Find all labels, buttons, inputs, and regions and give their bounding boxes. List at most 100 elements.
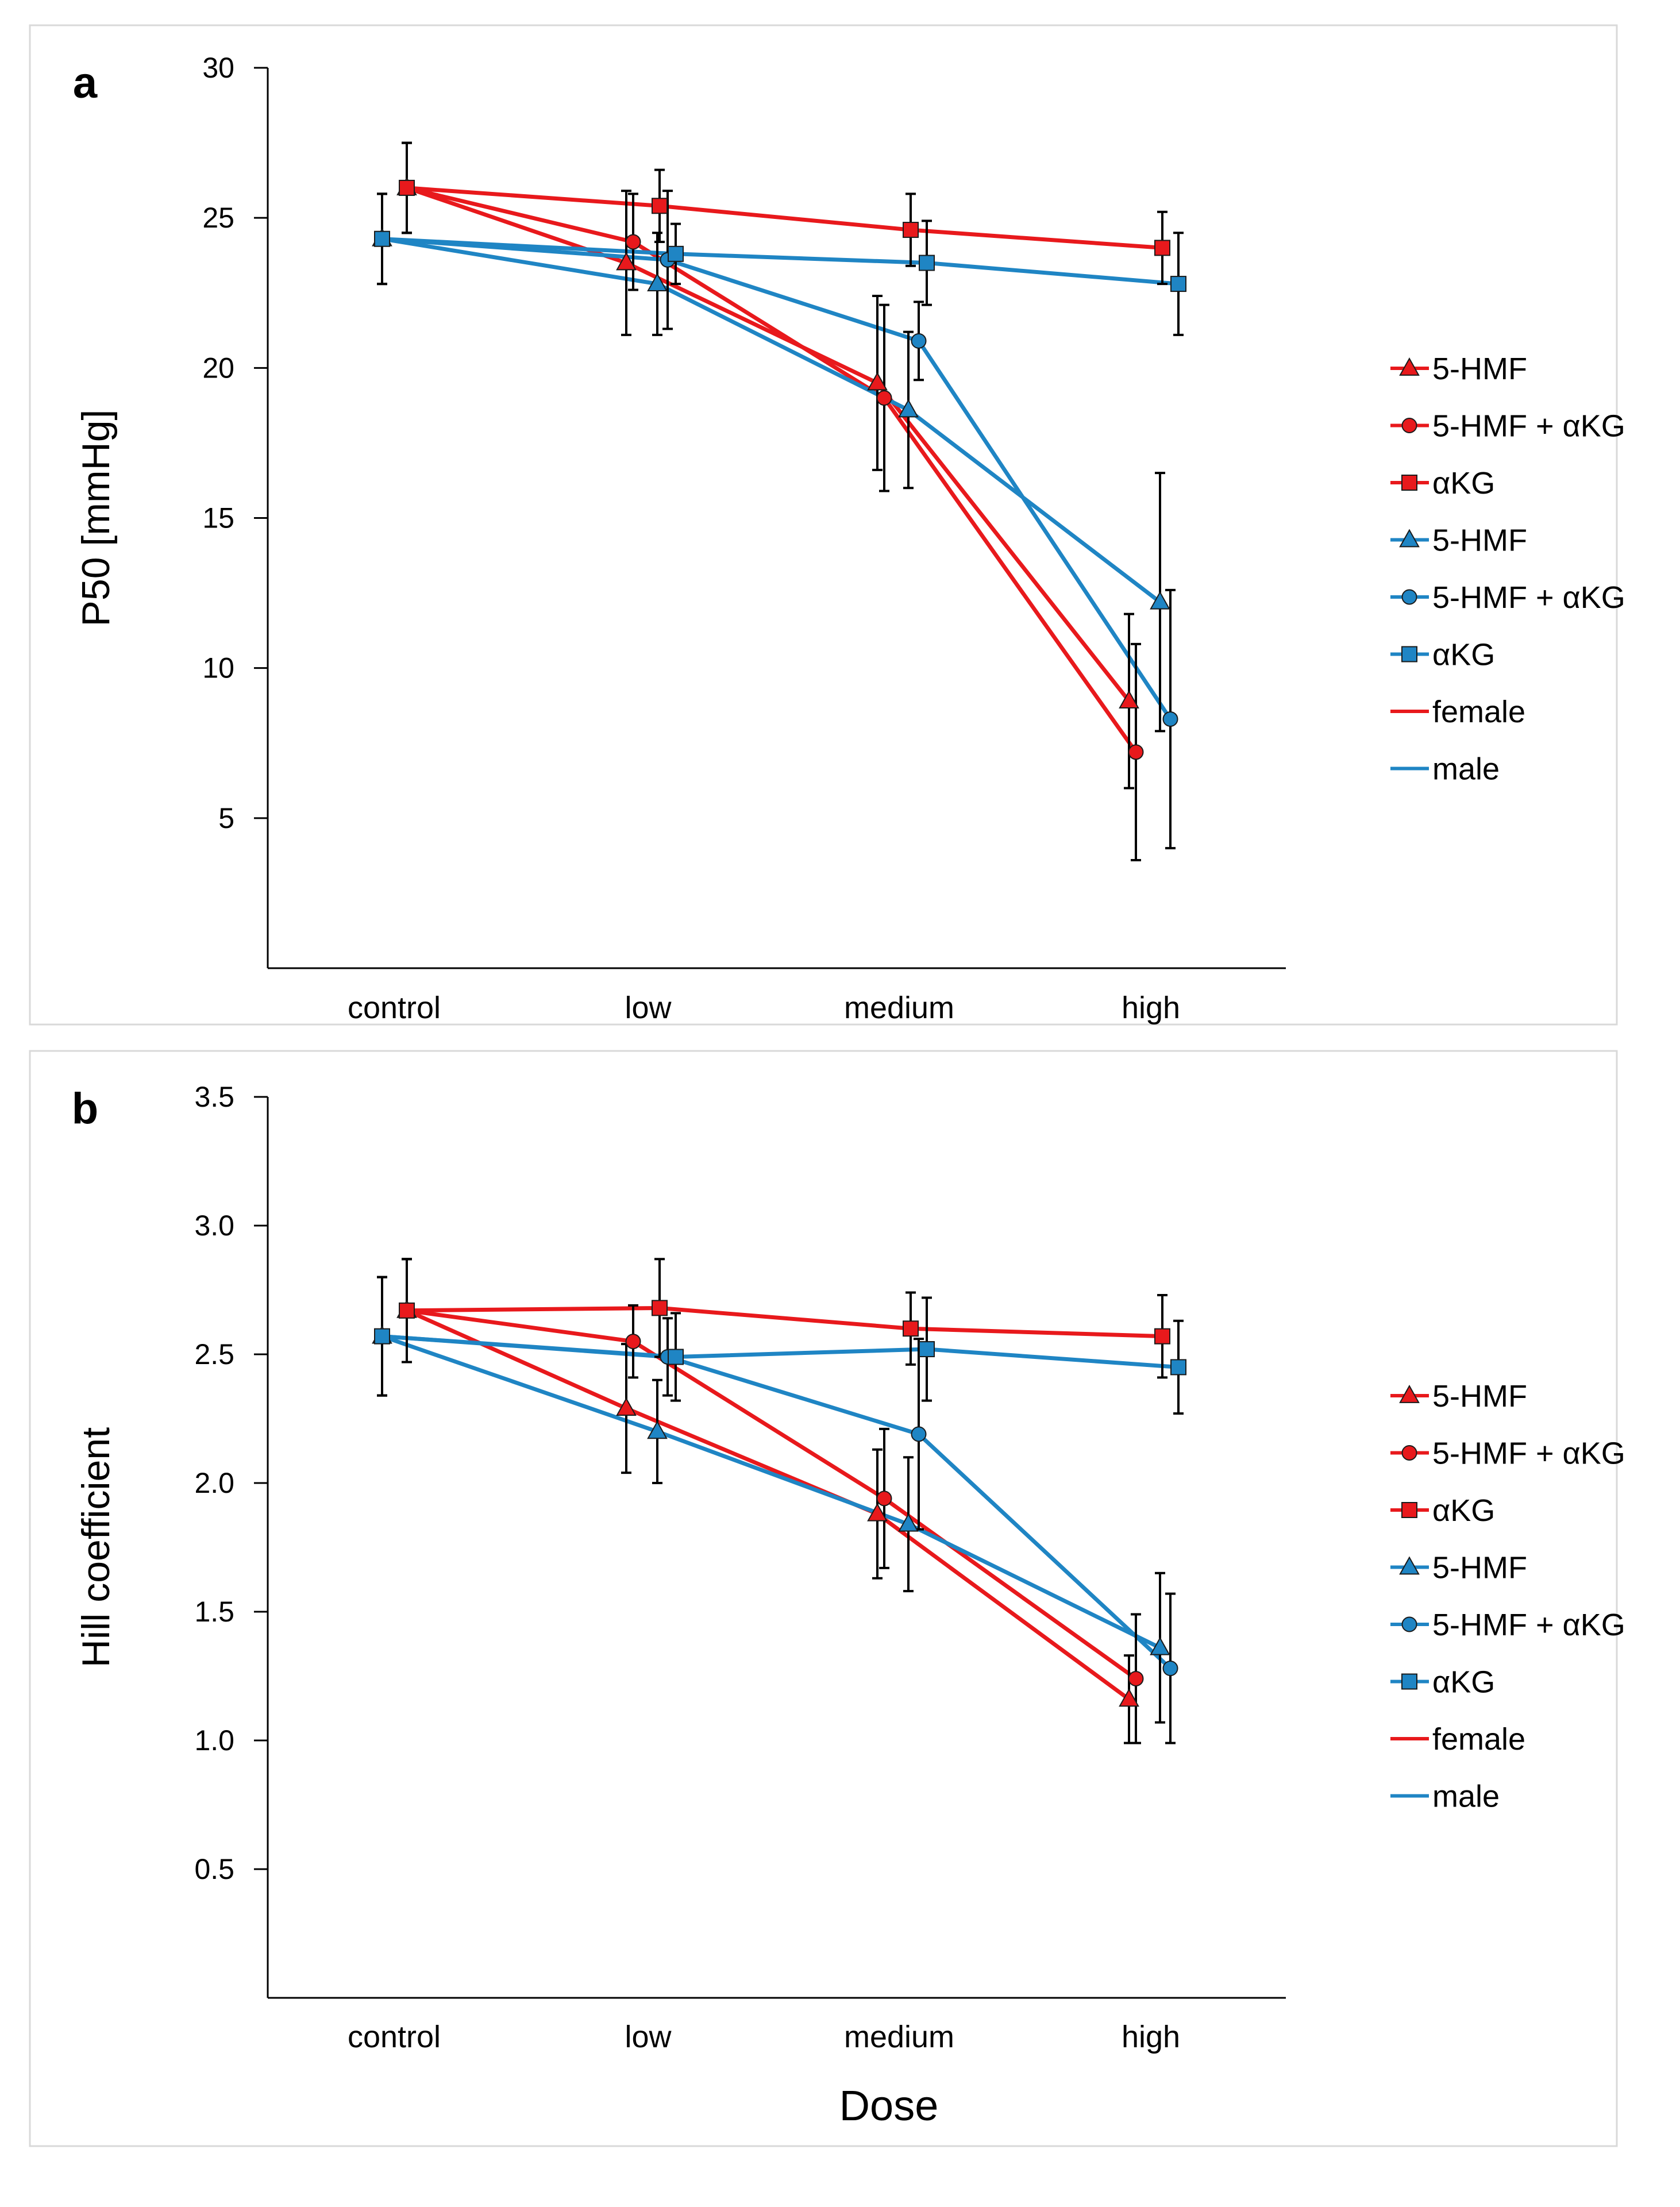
data-point-male-triangle (1150, 1636, 1170, 1655)
legend-marker-triangle (1399, 1556, 1420, 1575)
y-tick-label: 1.0 (194, 1724, 234, 1757)
panel-a: a 5 10 15 20 25 30 control low medium high P50 [mmH… (29, 24, 1625, 1026)
y-tick-label: 3.0 (194, 1210, 234, 1242)
data-point-male-square (374, 1328, 390, 1345)
data-point-female-circle (876, 390, 892, 406)
data-point-female-circle (1128, 744, 1144, 760)
data-point-female-triangle (1119, 690, 1139, 709)
legend-item: 5-HMF (1390, 352, 1527, 386)
data-point-female-square (652, 1300, 668, 1316)
series-line-male-triangle (381, 1334, 1161, 1650)
legend-item: male (1390, 752, 1500, 787)
legend-item: αKG (1390, 466, 1495, 500)
y-tick-label: 1.5 (194, 1596, 234, 1628)
data-point-female-square (399, 179, 415, 196)
data-point-female-square (903, 1320, 919, 1337)
legend-item: 5-HMF + αKG (1390, 1436, 1625, 1471)
x-tick-label: high (1122, 2020, 1180, 2054)
legend-item: αKG (1390, 1665, 1495, 1700)
legend-item: female (1390, 695, 1525, 729)
legend-label: αKG (1432, 466, 1495, 500)
legend-marker-square (1401, 646, 1417, 663)
legend-label: male (1432, 1780, 1500, 1814)
legend-item: 5-HMF + αKG (1390, 1608, 1625, 1642)
legend-label: 5-HMF + αKG (1432, 1608, 1625, 1642)
legend-marker-square (1401, 1673, 1417, 1690)
legend-label: αKG (1432, 638, 1495, 672)
series-line-male-circle (382, 237, 1172, 721)
legend-label: 5-HMF (1432, 523, 1527, 558)
y-tick-label: 10 (202, 652, 234, 684)
series-line-male-square (382, 237, 1179, 286)
data-point-male-square (668, 1349, 684, 1365)
legend-item: αKG (1390, 638, 1495, 672)
legend-label: male (1432, 752, 1500, 787)
data-point-male-circle (1162, 711, 1178, 727)
y-tick-label: 25 (202, 202, 234, 234)
legend-label: 5-HMF + αKG (1432, 1436, 1625, 1471)
data-point-female-triangle (1119, 1688, 1139, 1707)
panel-letter: b (72, 1084, 98, 1133)
data-point-female-triangle (616, 1397, 637, 1416)
legend-marker-circle (1401, 1616, 1417, 1632)
series-line-female-triangle (406, 1308, 1131, 1701)
y-tick-label: 30 (202, 52, 234, 84)
legend-label: 5-HMF (1432, 352, 1527, 386)
data-point-male-square (919, 255, 935, 271)
legend-marker-triangle (1399, 1384, 1420, 1403)
panel-frame (29, 24, 1618, 1026)
legend-label: αKG (1432, 1665, 1495, 1700)
legend-marker-circle (1401, 589, 1417, 605)
legend-item: 5-HMF + αKG (1390, 580, 1625, 615)
x-tick-label: medium (844, 991, 954, 1025)
data-point-female-triangle (867, 1503, 888, 1522)
data-point-male-triangle (898, 1513, 919, 1532)
data-point-female-triangle (616, 252, 637, 271)
y-tick-label: 20 (202, 352, 234, 384)
y-tick-label: 3.5 (194, 1081, 234, 1113)
data-point-female-circle (625, 234, 641, 250)
series-line-male-square (382, 1334, 1179, 1369)
legend-marker-triangle (1399, 357, 1420, 376)
legend-item: αKG (1390, 1493, 1495, 1528)
x-tick-label: low (625, 2020, 672, 2054)
data-point-male-circle (911, 333, 927, 349)
x-tick-label: low (625, 991, 672, 1025)
series-line-female-square (406, 1305, 1163, 1339)
legend-marker-square (1401, 1502, 1417, 1518)
data-point-male-circle (911, 1426, 927, 1442)
data-point-female-square (903, 222, 919, 238)
data-point-female-circle (876, 1490, 892, 1507)
y-tick-label: 2.0 (194, 1467, 234, 1499)
data-point-male-triangle (898, 399, 919, 418)
legend-label: 5-HMF + αKG (1432, 580, 1625, 615)
data-point-male-square (919, 1341, 935, 1358)
series-line-female-circle (406, 1308, 1138, 1681)
legend-label: female (1432, 1722, 1525, 1757)
legend-marker-circle (1401, 1445, 1417, 1461)
legend-marker-circle (1401, 418, 1417, 433)
data-point-female-square (1154, 240, 1170, 256)
y-axis-label: Hill coefficient (74, 1427, 118, 1667)
legend-item: male (1390, 1780, 1500, 1814)
y-axis-label: P50 [mmHg] (74, 410, 118, 627)
legend-marker-triangle (1399, 529, 1420, 548)
x-tick-label: control (348, 991, 441, 1025)
data-point-male-square (1170, 1359, 1186, 1376)
panel-frame (29, 1050, 1618, 2147)
series-line-female-triangle (406, 186, 1131, 703)
legend-label: 5-HMF + αKG (1432, 409, 1625, 444)
data-point-female-triangle (867, 372, 888, 391)
y-tick-label: 15 (202, 502, 234, 534)
legend-item: female (1390, 1722, 1525, 1757)
legend: 5-HMF 5-HMF + αKG αKG 5-HMF 5-HMF + αKG αKG fe… (1390, 352, 1625, 787)
data-point-male-square (1170, 276, 1186, 292)
data-point-male-square (668, 245, 684, 262)
legend-label: female (1432, 695, 1525, 729)
data-point-male-triangle (1150, 591, 1170, 610)
series-line-male-triangle (382, 237, 1162, 604)
data-point-male-circle (1162, 1661, 1178, 1677)
series-line-female-square (406, 186, 1163, 250)
legend: 5-HMF 5-HMF + αKG αKG 5-HMF 5-HMF + αKG αKG fe… (1390, 1379, 1625, 1814)
